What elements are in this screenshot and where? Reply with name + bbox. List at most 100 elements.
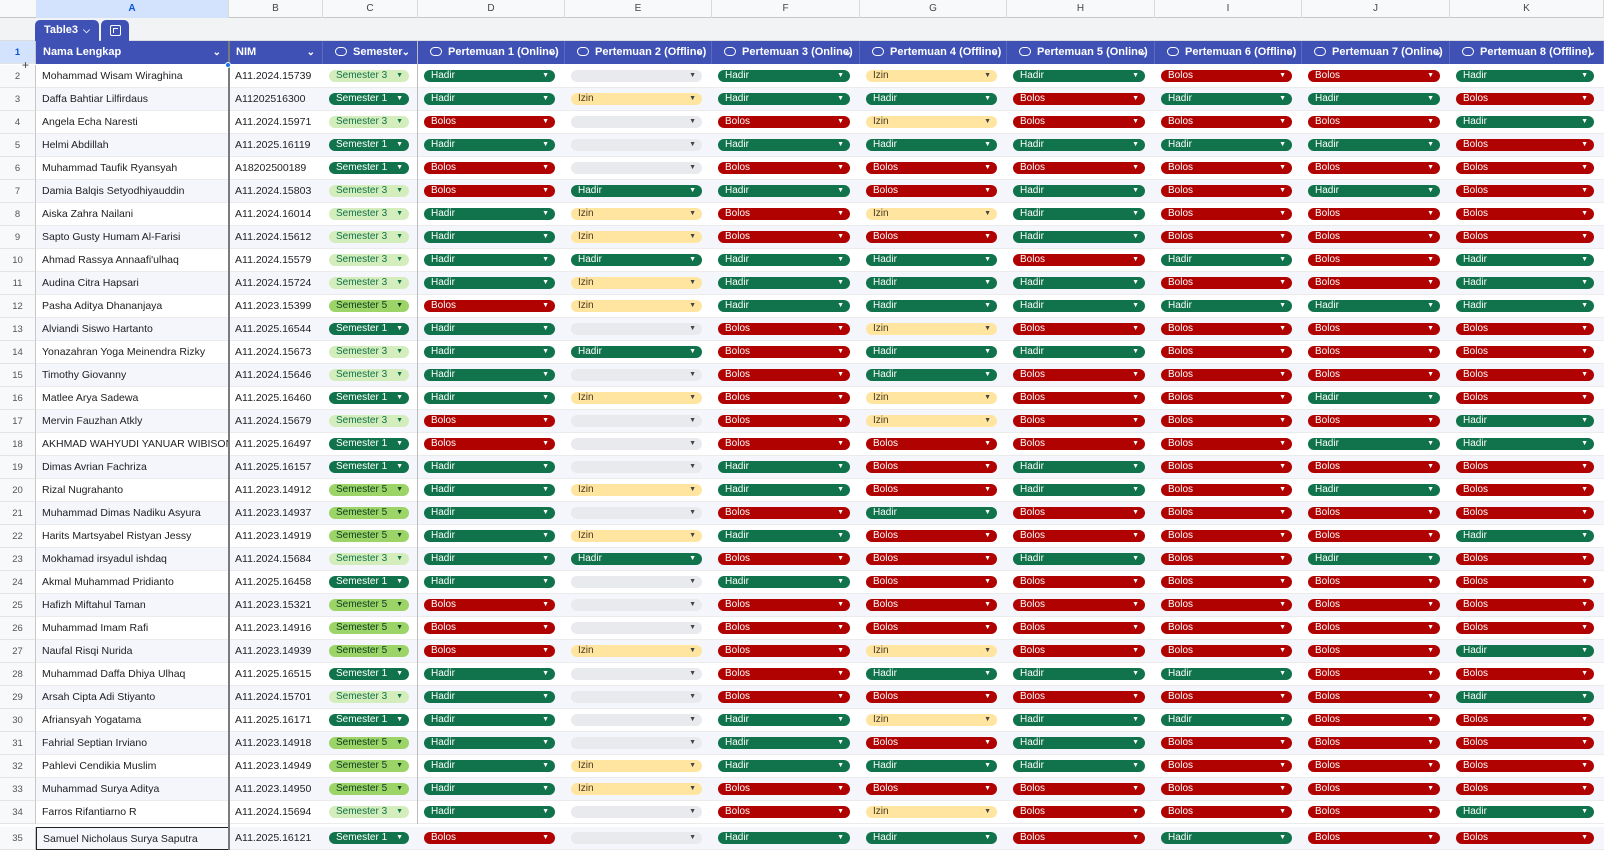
attendance-cell[interactable]: Bolos ▼ — [1007, 617, 1155, 640]
column-header-2[interactable]: Semester ⌄ — [323, 41, 418, 64]
semester-chip[interactable]: Semester 1 ▼ — [329, 323, 409, 335]
attendance-cell[interactable]: Hadir ▼ — [418, 134, 565, 157]
name-cell[interactable]: Alviandi Siswo Hartanto — [36, 318, 229, 341]
attendance-cell[interactable]: Bolos ▼ — [1007, 249, 1155, 272]
dropdown-arrow-icon[interactable]: ▼ — [1279, 486, 1286, 493]
dropdown-arrow-icon[interactable]: ▼ — [689, 302, 696, 309]
attendance-cell[interactable]: Bolos ▼ — [1450, 387, 1604, 410]
status-chip[interactable]: Bolos ▼ — [866, 231, 997, 243]
dropdown-arrow-icon[interactable]: ▼ — [396, 785, 403, 792]
semester-chip[interactable]: Semester 5 ▼ — [329, 507, 409, 519]
dropdown-arrow-icon[interactable]: ▼ — [689, 187, 696, 194]
attendance-cell[interactable]: Hadir ▼ — [418, 249, 565, 272]
status-chip[interactable]: Hadir ▼ — [866, 277, 997, 289]
status-chip[interactable]: Bolos ▼ — [1456, 576, 1594, 588]
dropdown-arrow-icon[interactable]: ▼ — [1427, 118, 1434, 125]
dropdown-arrow-icon[interactable]: ▼ — [396, 647, 403, 654]
semester-chip[interactable]: Semester 3 ▼ — [329, 208, 409, 220]
attendance-cell[interactable]: Hadir ▼ — [712, 709, 860, 732]
table-view-icon[interactable] — [101, 20, 129, 41]
status-chip[interactable]: Bolos ▼ — [866, 737, 997, 749]
status-chip[interactable]: Hadir ▼ — [1013, 208, 1145, 220]
semester-chip[interactable]: Semester 1 ▼ — [329, 392, 409, 404]
dropdown-arrow-icon[interactable]: ▼ — [1279, 141, 1286, 148]
status-chip[interactable]: Bolos ▼ — [866, 185, 997, 197]
attendance-cell[interactable]: Hadir ▼ — [1155, 663, 1302, 686]
attendance-cell[interactable]: Izin ▼ — [565, 88, 712, 111]
dropdown-arrow-icon[interactable]: ▼ — [984, 601, 991, 608]
attendance-cell[interactable]: Hadir ▼ — [1450, 686, 1604, 709]
attendance-cell[interactable]: Bolos ▼ — [1302, 525, 1450, 548]
attendance-cell[interactable]: Bolos ▼ — [712, 686, 860, 709]
status-chip[interactable]: Bolos ▼ — [718, 438, 850, 450]
name-cell[interactable]: Matlee Arya Sadewa — [36, 387, 229, 410]
status-chip[interactable]: Bolos ▼ — [866, 162, 997, 174]
dropdown-arrow-icon[interactable]: ▼ — [1581, 647, 1588, 654]
status-chip[interactable]: Bolos ▼ — [1456, 346, 1594, 358]
attendance-cell[interactable]: Izin ▼ — [860, 203, 1007, 226]
semester-chip[interactable]: Semester 3 ▼ — [329, 185, 409, 197]
dropdown-arrow-icon[interactable]: ▼ — [984, 808, 991, 815]
attendance-cell[interactable]: Bolos ▼ — [712, 502, 860, 525]
name-cell[interactable]: Sapto Gusty Humam Al-Farisi — [36, 226, 229, 249]
status-chip[interactable]: Hadir ▼ — [718, 139, 850, 151]
status-chip[interactable]: Izin ▼ — [866, 70, 997, 82]
status-chip[interactable]: Bolos ▼ — [1013, 507, 1145, 519]
semester-chip[interactable]: Semester 3 ▼ — [329, 691, 409, 703]
dropdown-arrow-icon[interactable]: ▼ — [984, 210, 991, 217]
nim-cell[interactable]: A11.2023.14919 — [229, 525, 323, 548]
status-chip[interactable]: Bolos ▼ — [1308, 70, 1440, 82]
dropdown-arrow-icon[interactable]: ▼ — [542, 670, 549, 677]
attendance-cell[interactable]: Bolos ▼ — [1302, 663, 1450, 686]
dropdown-arrow-icon[interactable]: ▼ — [542, 834, 549, 841]
nim-cell[interactable]: A11.2023.14939 — [229, 640, 323, 663]
dropdown-arrow-icon[interactable]: ▼ — [1132, 256, 1139, 263]
attendance-cell[interactable]: Hadir ▼ — [418, 479, 565, 502]
attendance-cell[interactable]: Hadir ▼ — [712, 479, 860, 502]
status-chip[interactable]: Bolos ▼ — [1308, 576, 1440, 588]
status-chip[interactable]: Hadir ▼ — [1456, 70, 1594, 82]
name-cell[interactable]: AKHMAD WAHYUDI YANUAR WIBISONO — [36, 433, 229, 456]
name-cell[interactable]: Yonazahran Yoga Meinendra Rizky — [36, 341, 229, 364]
dropdown-arrow-icon[interactable]: ▼ — [1427, 670, 1434, 677]
dropdown-arrow-icon[interactable]: ▼ — [1581, 325, 1588, 332]
status-chip[interactable]: Izin ▼ — [866, 323, 997, 335]
status-chip[interactable]: Bolos ▼ — [1013, 645, 1145, 657]
dropdown-arrow-icon[interactable]: ▼ — [1279, 302, 1286, 309]
attendance-cell[interactable]: ▼ — [565, 801, 712, 824]
status-chip[interactable]: Izin ▼ — [866, 208, 997, 220]
attendance-cell[interactable]: Bolos ▼ — [860, 778, 1007, 801]
name-cell[interactable]: Audina Citra Hapsari — [36, 272, 229, 295]
attendance-cell[interactable]: Bolos ▼ — [712, 157, 860, 180]
dropdown-arrow-icon[interactable]: ▼ — [837, 141, 844, 148]
dropdown-arrow-icon[interactable]: ▼ — [1279, 394, 1286, 401]
attendance-cell[interactable]: ▼ — [565, 65, 712, 88]
dropdown-arrow-icon[interactable]: ▼ — [1132, 417, 1139, 424]
status-chip[interactable]: ▼ — [571, 438, 702, 450]
dropdown-arrow-icon[interactable]: ▼ — [984, 394, 991, 401]
column-letter-c[interactable]: C — [323, 0, 418, 18]
semester-cell[interactable]: Semester 5 ▼ — [323, 502, 418, 525]
attendance-cell[interactable]: ▼ — [565, 433, 712, 456]
dropdown-arrow-icon[interactable]: ▼ — [1581, 486, 1588, 493]
status-chip[interactable]: Bolos ▼ — [1456, 760, 1594, 772]
dropdown-arrow-icon[interactable]: ▼ — [689, 72, 696, 79]
semester-cell[interactable]: Semester 1 ▼ — [323, 88, 418, 111]
status-chip[interactable]: Bolos ▼ — [718, 599, 850, 611]
attendance-cell[interactable]: Hadir ▼ — [1302, 88, 1450, 111]
dropdown-arrow-icon[interactable]: ▼ — [689, 440, 696, 447]
semester-chip[interactable]: Semester 1 ▼ — [329, 438, 409, 450]
semester-chip[interactable]: Semester 3 ▼ — [329, 277, 409, 289]
status-chip[interactable]: Hadir ▼ — [424, 93, 555, 105]
status-chip[interactable]: Bolos ▼ — [1161, 208, 1292, 220]
attendance-cell[interactable]: Hadir ▼ — [418, 502, 565, 525]
dropdown-arrow-icon[interactable]: ▼ — [1279, 233, 1286, 240]
dropdown-arrow-icon[interactable]: ▼ — [1581, 348, 1588, 355]
status-chip[interactable]: Bolos ▼ — [1161, 346, 1292, 358]
semester-chip[interactable]: Semester 5 ▼ — [329, 622, 409, 634]
dropdown-arrow-icon[interactable]: ▼ — [984, 302, 991, 309]
dropdown-arrow-icon[interactable]: ▼ — [1132, 739, 1139, 746]
attendance-cell[interactable]: ▼ — [565, 318, 712, 341]
attendance-cell[interactable]: Bolos ▼ — [1007, 157, 1155, 180]
nim-cell[interactable]: A11.2024.15684 — [229, 548, 323, 571]
